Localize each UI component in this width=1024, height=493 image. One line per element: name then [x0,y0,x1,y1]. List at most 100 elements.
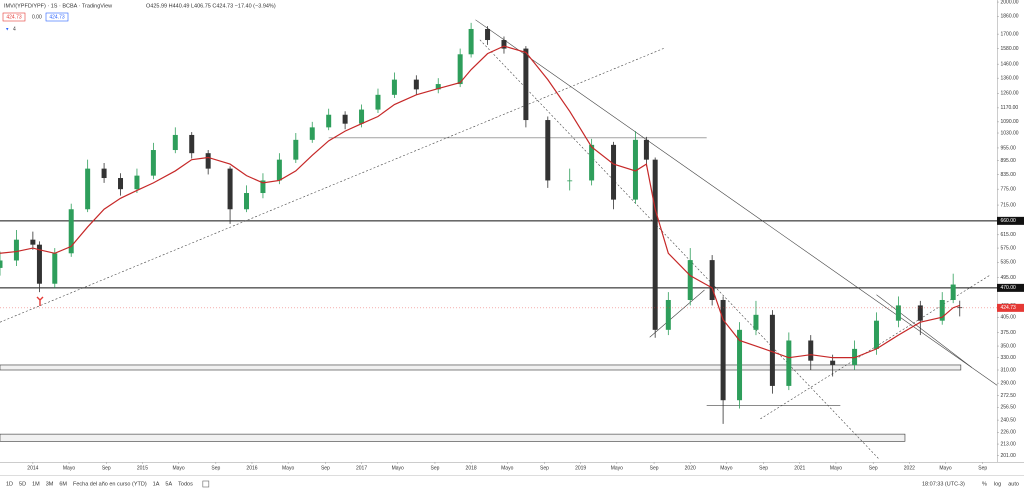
candle-body [375,94,381,110]
x-tick-label: Sep [650,465,659,471]
candle-body [632,139,638,200]
y-tick-label: 955.00 [1001,145,1017,151]
calendar-icon[interactable] [202,480,210,488]
candle-body [326,114,332,128]
y-tick-label: 775.00 [1001,186,1017,192]
range-button[interactable]: 1D [6,481,13,487]
candle-body [260,180,266,194]
y-tick-label: 1700.00 [1001,31,1019,37]
y-tick-label: 535.00 [1001,260,1017,266]
y-tick-label: 615.00 [1001,232,1017,238]
y-tick-label: 226.00 [1001,430,1017,436]
candle-body [652,159,658,330]
level-badge [997,283,1024,292]
candle-body [52,253,58,284]
candle-body [753,314,759,330]
candle-body [737,329,743,401]
x-tick-label: Sep [540,465,549,471]
candle-body [30,239,36,245]
arrow-marker [36,296,44,306]
x-tick-label: 2018 [466,465,477,471]
candle-body [939,299,945,321]
scale-option[interactable]: % [982,481,987,487]
candle-body [118,178,124,190]
scale-option[interactable]: auto [1008,481,1019,487]
range-button[interactable]: 1A [153,481,160,487]
candle-body [293,139,299,160]
y-tick-label: 1260.00 [1001,91,1019,97]
candle-body [957,307,963,309]
candle-body [391,79,397,95]
candle-body [611,144,617,200]
y-tick-label: 1170.00 [1001,105,1019,111]
badge-text: 0.00 [32,14,42,20]
candle-body [769,314,775,386]
candle-body [852,348,858,365]
y-tick-label: 575.00 [1001,245,1017,251]
x-tick-label: Mayo [939,465,951,471]
y-tick-label: 272.50 [1001,393,1017,399]
candle-body [150,150,156,176]
y-tick-label: 895.00 [1001,158,1017,164]
candle-body [172,134,178,151]
x-tick-label: 2020 [685,465,696,471]
range-button[interactable]: 6M [59,481,67,487]
x-tick-label: Mayo [172,465,184,471]
y-tick-label: 835.00 [1001,172,1017,178]
trend-line [649,289,705,338]
candle-body [545,120,551,181]
candle-body [435,84,441,90]
x-tick-label: Sep [978,465,987,471]
range-button[interactable]: Fecha del año en curso (YTD) [73,481,147,487]
y-tick-label: 1030.00 [1001,130,1019,136]
ohlc: O425.99 H440.49 L406.75 C424.73 −17.40 (… [146,3,276,9]
badge-text: 424.73 [49,14,65,20]
range-button[interactable]: Todos [178,481,193,487]
y-tick-label: 1360.00 [1001,76,1019,82]
collapse-icon[interactable]: ▾ [6,26,9,32]
candle-body [589,144,595,181]
range-button[interactable]: 1M [32,481,40,487]
candle-body [950,284,956,300]
x-tick-label: Sep [431,465,440,471]
x-tick-label: Mayo [720,465,732,471]
toolbar: 1D 5D 1M 3M 6M Fecha del año en curso (YTD) 1A… [6,480,1019,488]
candle-body [786,340,792,386]
range-button[interactable]: 5D [19,481,26,487]
last-price-label: 424.73 [1001,305,1017,311]
y-tick-label: 290.00 [1001,380,1017,386]
candle-body [309,127,315,140]
candle-body [227,168,233,210]
trend-line [760,274,991,420]
y-tick-label: 1580.00 [1001,46,1019,52]
x-tick-label: Sep [211,465,220,471]
candle-body [134,175,140,190]
symbol: IMV/(YPFD/YPF) · 1S · BCBA · TradingView [4,3,112,9]
x-tick-label: 2015 [137,465,148,471]
x-tick-label: 2017 [356,465,367,471]
candle-body [895,305,901,321]
candle-body [189,134,195,154]
range-button[interactable]: 5A [165,481,172,487]
candle-body [665,299,671,330]
trend-line [475,19,998,386]
scale-option[interactable]: log [994,481,1001,487]
y-tick-label: 405.00 [1001,315,1017,321]
candle-body [457,54,463,85]
candle-body [101,168,107,179]
candle-body [709,260,715,300]
level-label: 470.00 [1001,285,1017,291]
candle-body [643,139,649,160]
candle-body [501,40,507,49]
y-tick-label: 2000.00 [1001,0,1019,5]
level-badge [997,216,1024,225]
range-button[interactable]: 3M [46,481,54,487]
moving-average [0,45,960,359]
x-tick-label: 2021 [794,465,805,471]
indicator-count: 4 [13,26,16,32]
x-tick-label: Sep [102,465,111,471]
y-tick-label: 256.50 [1001,405,1017,411]
candle-body [85,168,91,210]
